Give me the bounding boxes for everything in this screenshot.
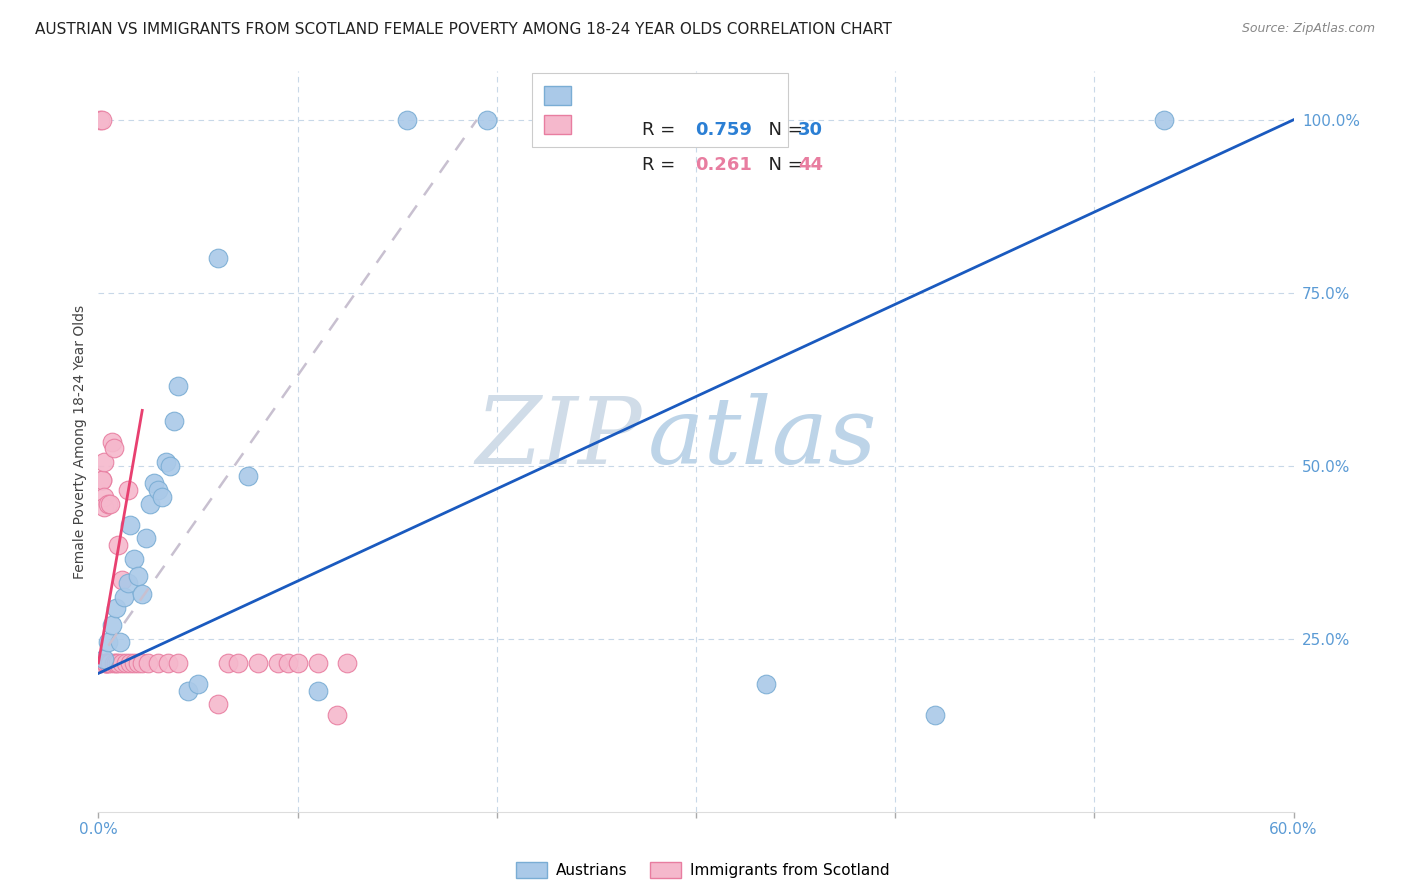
Point (157, 656, 180, 670)
Point (111, 573, 134, 587)
Text: N =: N = (756, 156, 808, 174)
Point (96, 656, 118, 670)
Point (236, 469, 259, 483)
Point (101, 618, 124, 632)
Point (89, 656, 111, 670)
Point (131, 656, 153, 670)
Point (96, 656, 118, 670)
Point (336, 656, 359, 670)
Point (97, 635, 120, 649)
Point (1153, 112, 1175, 127)
Point (148, 656, 170, 670)
Point (163, 414, 186, 428)
Text: 44: 44 (797, 156, 823, 174)
Point (115, 656, 138, 670)
Point (111, 656, 134, 670)
Point (326, 707, 349, 722)
Point (267, 656, 290, 670)
Y-axis label: Female Poverty Among 18-24 Year Olds: Female Poverty Among 18-24 Year Olds (73, 304, 87, 579)
Point (755, 676, 778, 690)
Point (120, 517, 142, 532)
Point (307, 656, 329, 670)
Text: ZIP: ZIP (475, 392, 643, 483)
Point (287, 656, 309, 670)
Point (120, 656, 142, 670)
Point (924, 707, 946, 722)
Point (93, 490, 115, 504)
Point (97, 656, 120, 670)
Point (103, 442, 125, 456)
Point (96, 656, 118, 670)
Point (112, 591, 135, 605)
Point (101, 434, 124, 449)
Point (135, 532, 157, 546)
Point (396, 112, 419, 127)
Point (246, 656, 269, 670)
Point (136, 656, 159, 670)
Point (207, 251, 229, 265)
Point (159, 458, 181, 473)
Point (91, 473, 114, 487)
Text: atlas: atlas (648, 392, 877, 483)
Point (89, 656, 111, 670)
Legend: Austrians, Immigrants from Scotland: Austrians, Immigrants from Scotland (510, 856, 896, 884)
Point (98, 656, 122, 670)
Point (98, 497, 122, 511)
Point (110, 635, 132, 649)
Point (148, 483, 170, 497)
Point (107, 538, 129, 552)
Text: R =: R = (641, 156, 681, 174)
Text: Source: ZipAtlas.com: Source: ZipAtlas.com (1241, 22, 1375, 36)
Text: N =: N = (756, 121, 808, 139)
Point (93, 455, 115, 469)
Point (93, 652, 115, 666)
Point (307, 683, 329, 698)
Point (105, 656, 128, 670)
Point (277, 656, 299, 670)
Point (155, 455, 177, 469)
Point (124, 552, 146, 566)
Point (103, 656, 125, 670)
Point (105, 600, 128, 615)
Point (143, 476, 166, 491)
Point (89, 112, 111, 127)
Point (167, 379, 190, 393)
Point (177, 683, 200, 698)
Point (124, 656, 146, 670)
Point (127, 656, 149, 670)
Point (117, 576, 139, 591)
Point (107, 656, 129, 670)
Point (226, 656, 249, 670)
Point (475, 112, 498, 127)
Legend:    R =  0.759   N = 30,    R =  0.261   N = 44: R = 0.759 N = 30, R = 0.261 N = 44 (531, 73, 789, 147)
Text: 0.261: 0.261 (695, 156, 752, 174)
Text: AUSTRIAN VS IMMIGRANTS FROM SCOTLAND FEMALE POVERTY AMONG 18-24 YEAR OLDS CORREL: AUSTRIAN VS IMMIGRANTS FROM SCOTLAND FEM… (35, 22, 891, 37)
Text: R =: R = (641, 121, 681, 139)
Point (127, 569, 149, 583)
Point (207, 698, 229, 712)
Point (93, 500, 115, 515)
Text: 0.759: 0.759 (695, 121, 752, 139)
Point (117, 483, 139, 497)
Point (167, 656, 190, 670)
Point (131, 587, 153, 601)
Point (91, 473, 114, 487)
Point (217, 656, 239, 670)
Point (91, 112, 114, 127)
Point (150, 490, 173, 504)
Point (139, 497, 162, 511)
Text: 30: 30 (797, 121, 823, 139)
Point (187, 676, 209, 690)
Point (97, 497, 120, 511)
